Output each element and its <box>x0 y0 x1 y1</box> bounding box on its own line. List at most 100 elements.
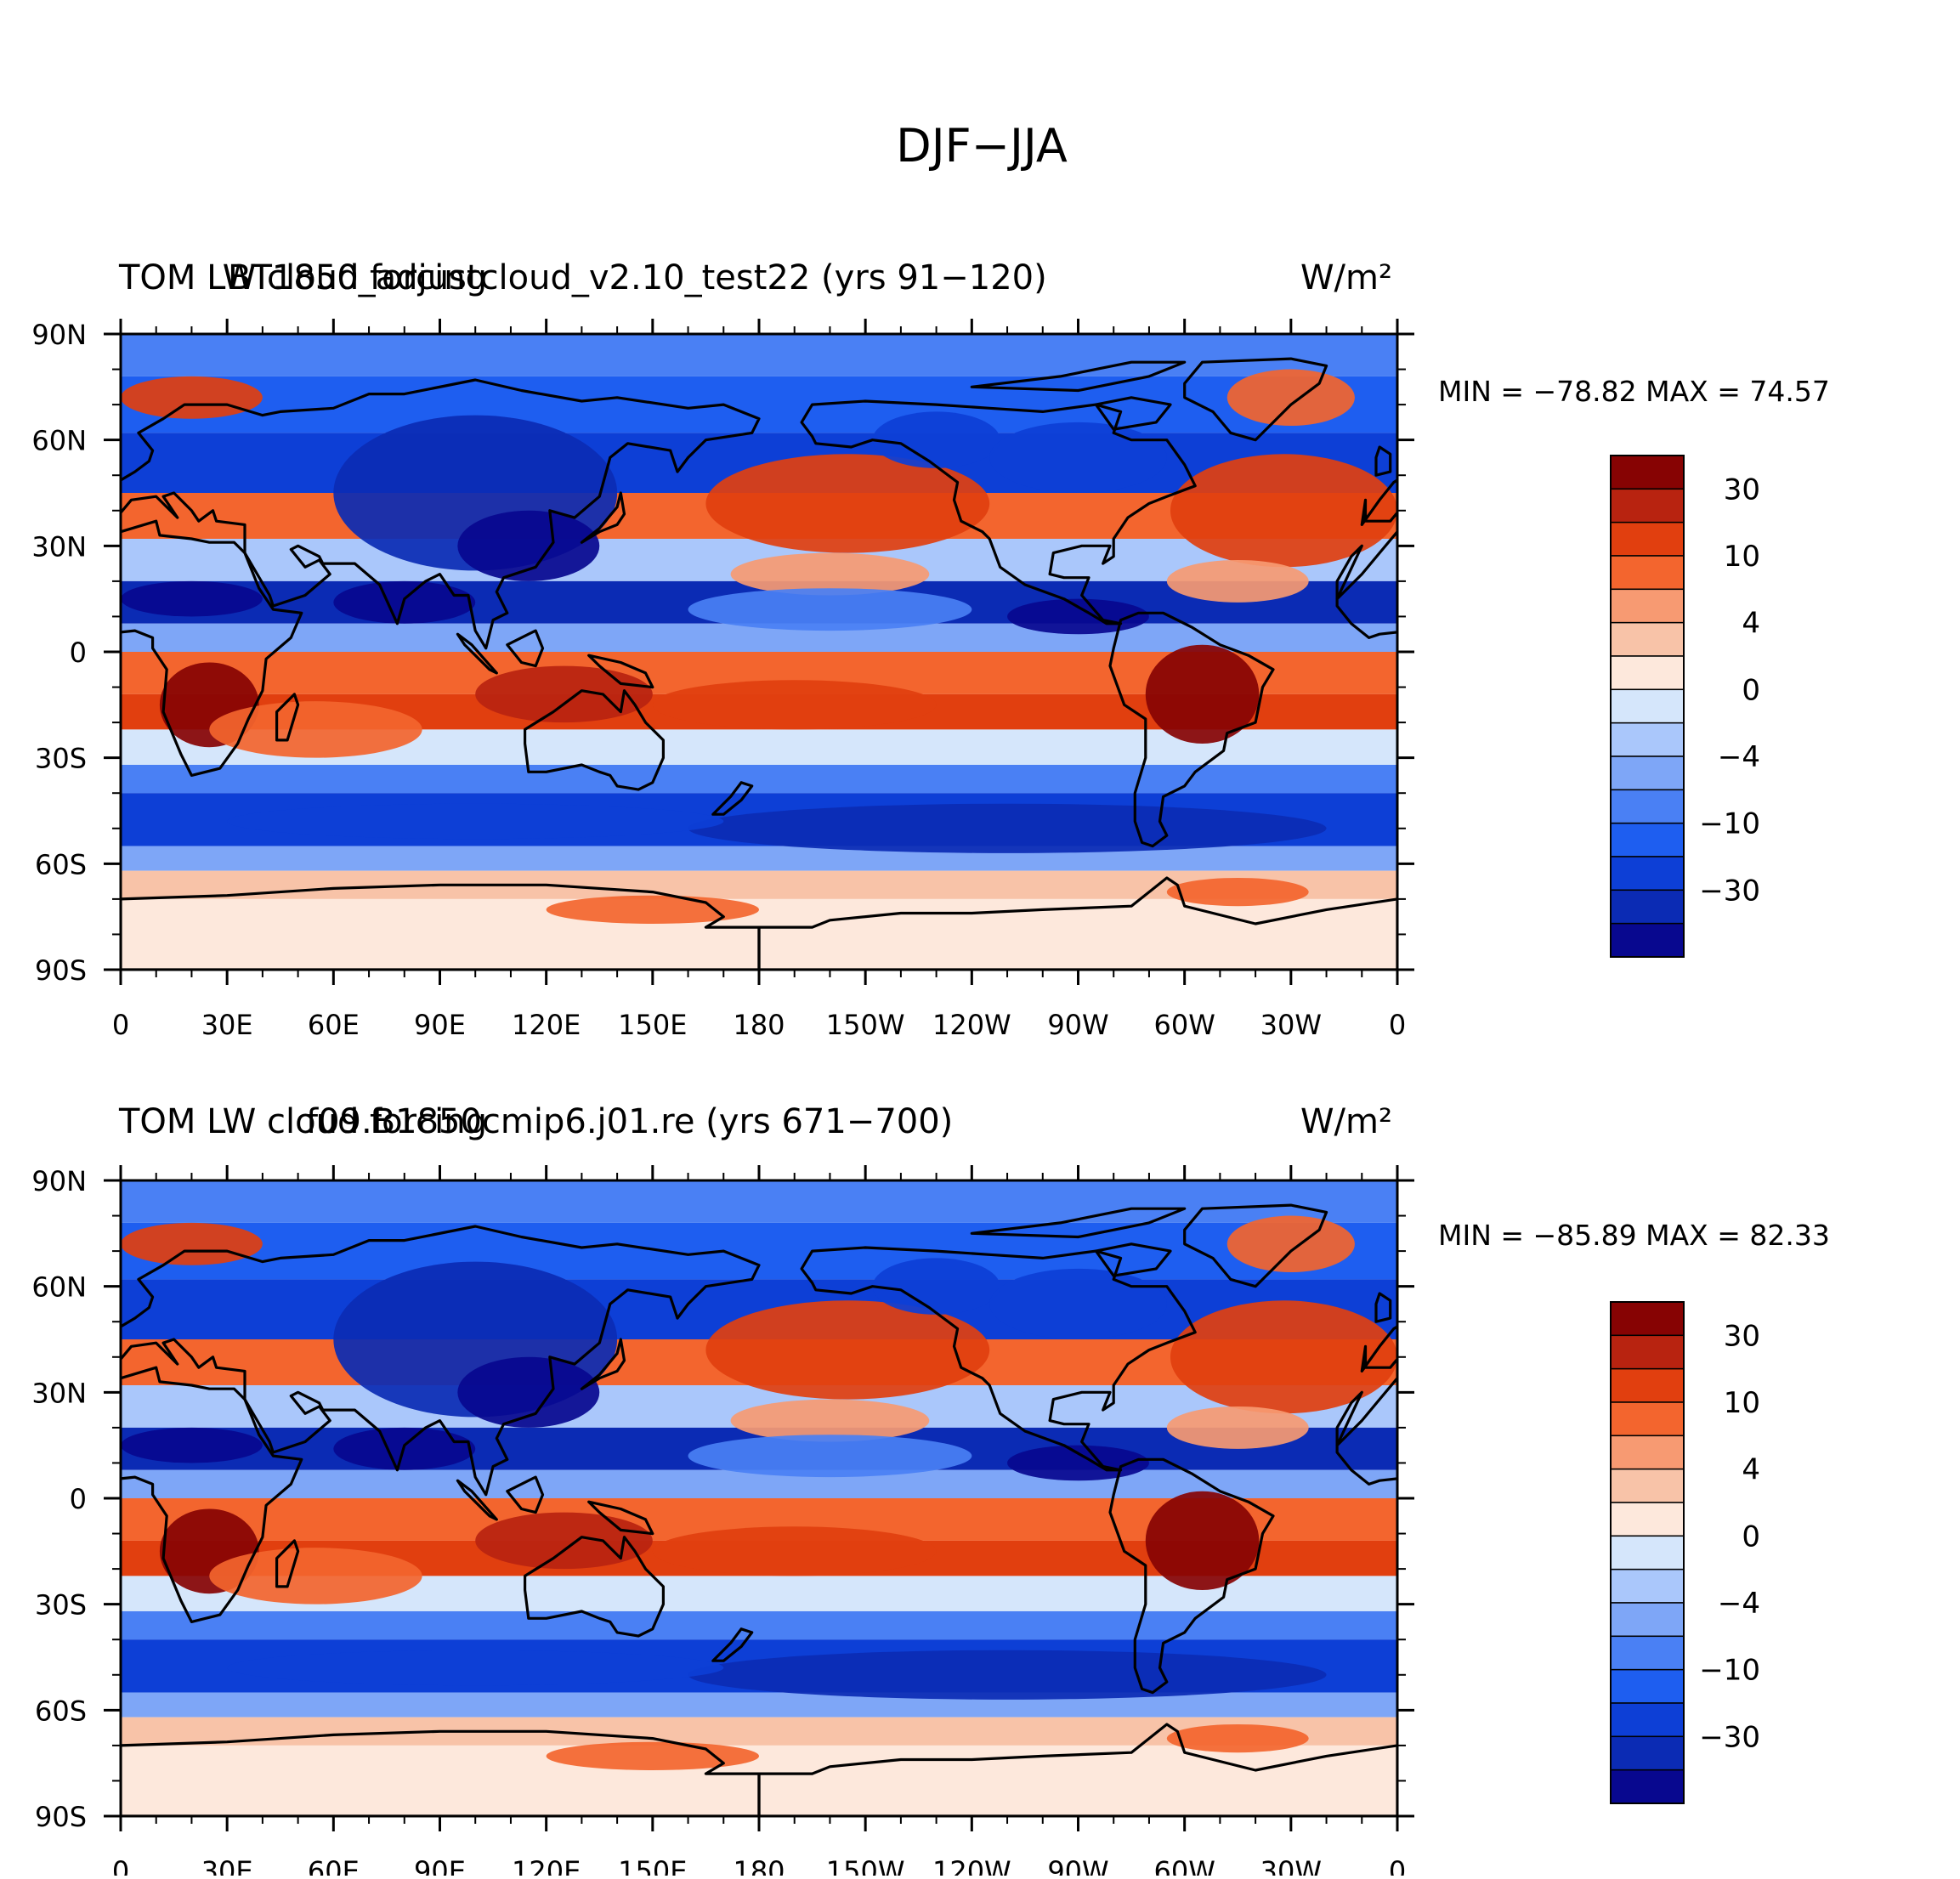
field-amazon-max <box>1145 1491 1260 1591</box>
x-tick-label: 120E <box>512 1855 581 1876</box>
x-tick-label: 30E <box>201 1009 253 1041</box>
x-tick-label: 0 <box>112 1855 129 1876</box>
colorbar-box-10 <box>1610 756 1685 791</box>
colorbar-box-14 <box>1610 1735 1685 1771</box>
coastline-sumatra <box>456 632 498 675</box>
coastline-new-guinea <box>587 654 654 689</box>
colorbar-label: 10 <box>1724 540 1760 574</box>
field-central-pacific-blue <box>688 588 972 631</box>
field-band-1 <box>121 1180 1397 1223</box>
colorbar-box-7 <box>1610 655 1685 691</box>
field-southern-ocean-blue <box>688 1650 1327 1700</box>
coastline-africa <box>121 519 303 777</box>
y-tick-label: 90N <box>31 319 87 351</box>
y-tick-label: 60S <box>35 1695 87 1727</box>
field-southern-indian-blue <box>227 1650 724 1686</box>
y-tick-label: 90N <box>31 1165 87 1197</box>
field-subtropical-pacific-warm <box>730 552 930 596</box>
colorbar-box-2 <box>1610 1334 1685 1370</box>
y-tick-label: 90S <box>35 954 87 987</box>
figure-title: DJF−JJA <box>896 119 1068 173</box>
colorbar-box-8 <box>1610 688 1685 724</box>
coastline-north-america <box>800 399 1197 625</box>
colorbar-label: −30 <box>1699 874 1760 908</box>
y-tick-label: 30S <box>35 1589 87 1621</box>
colorbar-frame <box>1610 1301 1685 1804</box>
colorbar-box-12 <box>1610 1668 1685 1704</box>
panel-1-axes: 0 30E 60E 90E 120E 150E 180 150W 120W 90W 60W 30W 09… <box>31 319 1414 1041</box>
colorbar-box-7 <box>1610 1502 1685 1537</box>
field-tropical-atlantic-warm <box>1166 559 1309 603</box>
field-band-1 <box>121 334 1397 376</box>
coastline-baffin <box>1094 396 1172 431</box>
x-tick-label: 60W <box>1153 1855 1215 1876</box>
field-band-7 <box>121 623 1397 652</box>
coastline-uk <box>1374 445 1392 477</box>
field-southern-ocean-blue <box>688 803 1327 853</box>
x-tick-label: 0 <box>1389 1009 1406 1041</box>
field-maritime-continent <box>475 1512 653 1570</box>
x-tick-label: 90E <box>414 1855 466 1876</box>
colorbar-frame <box>1610 455 1685 958</box>
coastline-borneo <box>506 629 545 668</box>
coastline-australia <box>524 1536 665 1638</box>
panel-2-case-label: f09.B1850cmip6.j01.re (yrs 671−700) <box>306 1102 953 1141</box>
field-sahel-dark <box>121 580 263 617</box>
x-tick-label: 60E <box>308 1855 360 1876</box>
field-central-america-dark <box>1007 598 1149 635</box>
x-tick-label: 150W <box>826 1009 905 1041</box>
y-tick-label: 60N <box>31 425 87 457</box>
x-tick-label: 120W <box>932 1855 1011 1876</box>
x-tick-label: 90W <box>1047 1009 1108 1041</box>
y-tick-label: 30S <box>35 743 87 775</box>
coastline-new-zealand <box>711 781 754 816</box>
field-weddell-warm <box>1166 1723 1309 1753</box>
colorbar-box-5 <box>1610 588 1685 624</box>
field-south-indian-warm <box>209 701 422 758</box>
y-tick-label: 30N <box>31 530 87 563</box>
colorbar-label: 30 <box>1724 1319 1760 1353</box>
coastline-arctic-islands <box>970 360 1187 393</box>
x-tick-label: 120W <box>932 1009 1011 1041</box>
colorbar-box-12 <box>1610 822 1685 857</box>
colorbar-box-1 <box>1610 455 1685 490</box>
x-tick-label: 180 <box>733 1855 785 1876</box>
colorbar-box-2 <box>1610 488 1685 524</box>
y-tick-label: 60S <box>35 848 87 880</box>
colorbar-label: 4 <box>1742 1453 1760 1487</box>
coastline-new-guinea <box>587 1500 654 1536</box>
field-band-2 <box>121 376 1397 433</box>
colorbar-label: 10 <box>1724 1386 1760 1420</box>
coastline-south-america <box>1108 1457 1275 1695</box>
panel-2-units: W/m² <box>1300 1102 1392 1141</box>
field-band-11 <box>121 764 1397 794</box>
coastline-africa <box>1335 1377 1397 1486</box>
panel-2-min-max: MIN = −85.89 MAX = 82.33 <box>1438 1219 1830 1252</box>
panel-1-map <box>121 334 1397 970</box>
panel-1-colorbar: 30 10 4 0 −4 −10 −30 <box>1610 455 1760 958</box>
x-tick-label: 60E <box>308 1009 360 1041</box>
y-tick-label: 0 <box>70 637 87 669</box>
colorbar-label: −10 <box>1699 1654 1760 1688</box>
colorbar-label: −10 <box>1699 807 1760 841</box>
field-tropical-atlantic-warm <box>1166 1406 1309 1449</box>
colorbar-box-13 <box>1610 856 1685 891</box>
field-central-america-dark <box>1007 1445 1149 1481</box>
panel-2-map <box>121 1180 1397 1816</box>
field-subtropical-pacific-warm <box>730 1399 930 1442</box>
panel-1-units: W/m² <box>1300 258 1392 297</box>
field-band-13 <box>121 846 1397 871</box>
colorbar-box-3 <box>1610 1367 1685 1403</box>
colorbar-box-4 <box>1610 1401 1685 1437</box>
coastline-greenland <box>1183 1203 1328 1288</box>
panel-2-colorbar: 30 10 4 0 −4 −10 −30 <box>1610 1301 1760 1804</box>
coastline-borneo <box>506 1475 545 1514</box>
y-tick-label: 90S <box>35 1801 87 1833</box>
panel-1-case-label: BT1850_adjustcloud_v2.10_test22 (yrs 91−… <box>228 258 1047 297</box>
colorbar-label: −4 <box>1718 740 1760 774</box>
panel-1: TOM LW cloud forcing BT1850_adjustcloud_… <box>31 258 1830 1041</box>
field-central-pacific-blue <box>688 1435 972 1478</box>
colorbar-box-15 <box>1610 1769 1685 1804</box>
panel-2-left-label: TOM LW cloud forcing <box>118 1102 487 1141</box>
